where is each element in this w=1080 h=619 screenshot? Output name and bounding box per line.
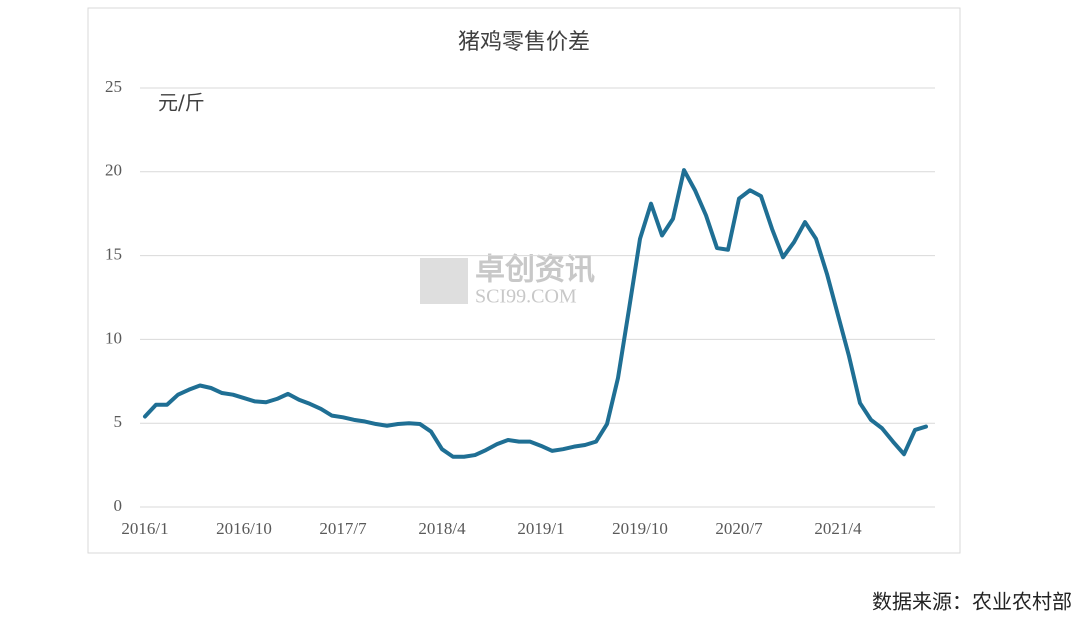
x-tick-label: 2021/4 (814, 519, 862, 538)
watermark-logo (420, 258, 468, 304)
chart-frame (87, 7, 961, 554)
source: 数据来源：农业农村部 (872, 590, 1072, 614)
x-tick-label: 2018/4 (418, 519, 466, 538)
watermark: 卓创资讯 (475, 253, 595, 288)
y-tick-label: 25 (105, 77, 122, 96)
y-tick-label: 0 (114, 496, 123, 515)
y-unit: 元/斤 (158, 91, 205, 115)
x-tick-label: 2017/7 (319, 519, 367, 538)
chart-title: 猪鸡零售价差 (458, 30, 590, 55)
y-tick-label: 5 (114, 412, 123, 431)
x-tick-label: 2019/1 (517, 519, 564, 538)
y-tick-label: 10 (105, 328, 122, 347)
watermark: SCI99.COM (475, 286, 577, 308)
y-tick-label: 15 (105, 245, 122, 264)
x-tick-label: 2020/7 (715, 519, 763, 538)
x-tick-label: 2016/1 (121, 519, 168, 538)
x-tick-label: 2016/10 (216, 519, 272, 538)
line (143, 168, 928, 459)
y-tick-label: 20 (105, 161, 122, 180)
x-tick-label: 2019/10 (612, 519, 668, 538)
